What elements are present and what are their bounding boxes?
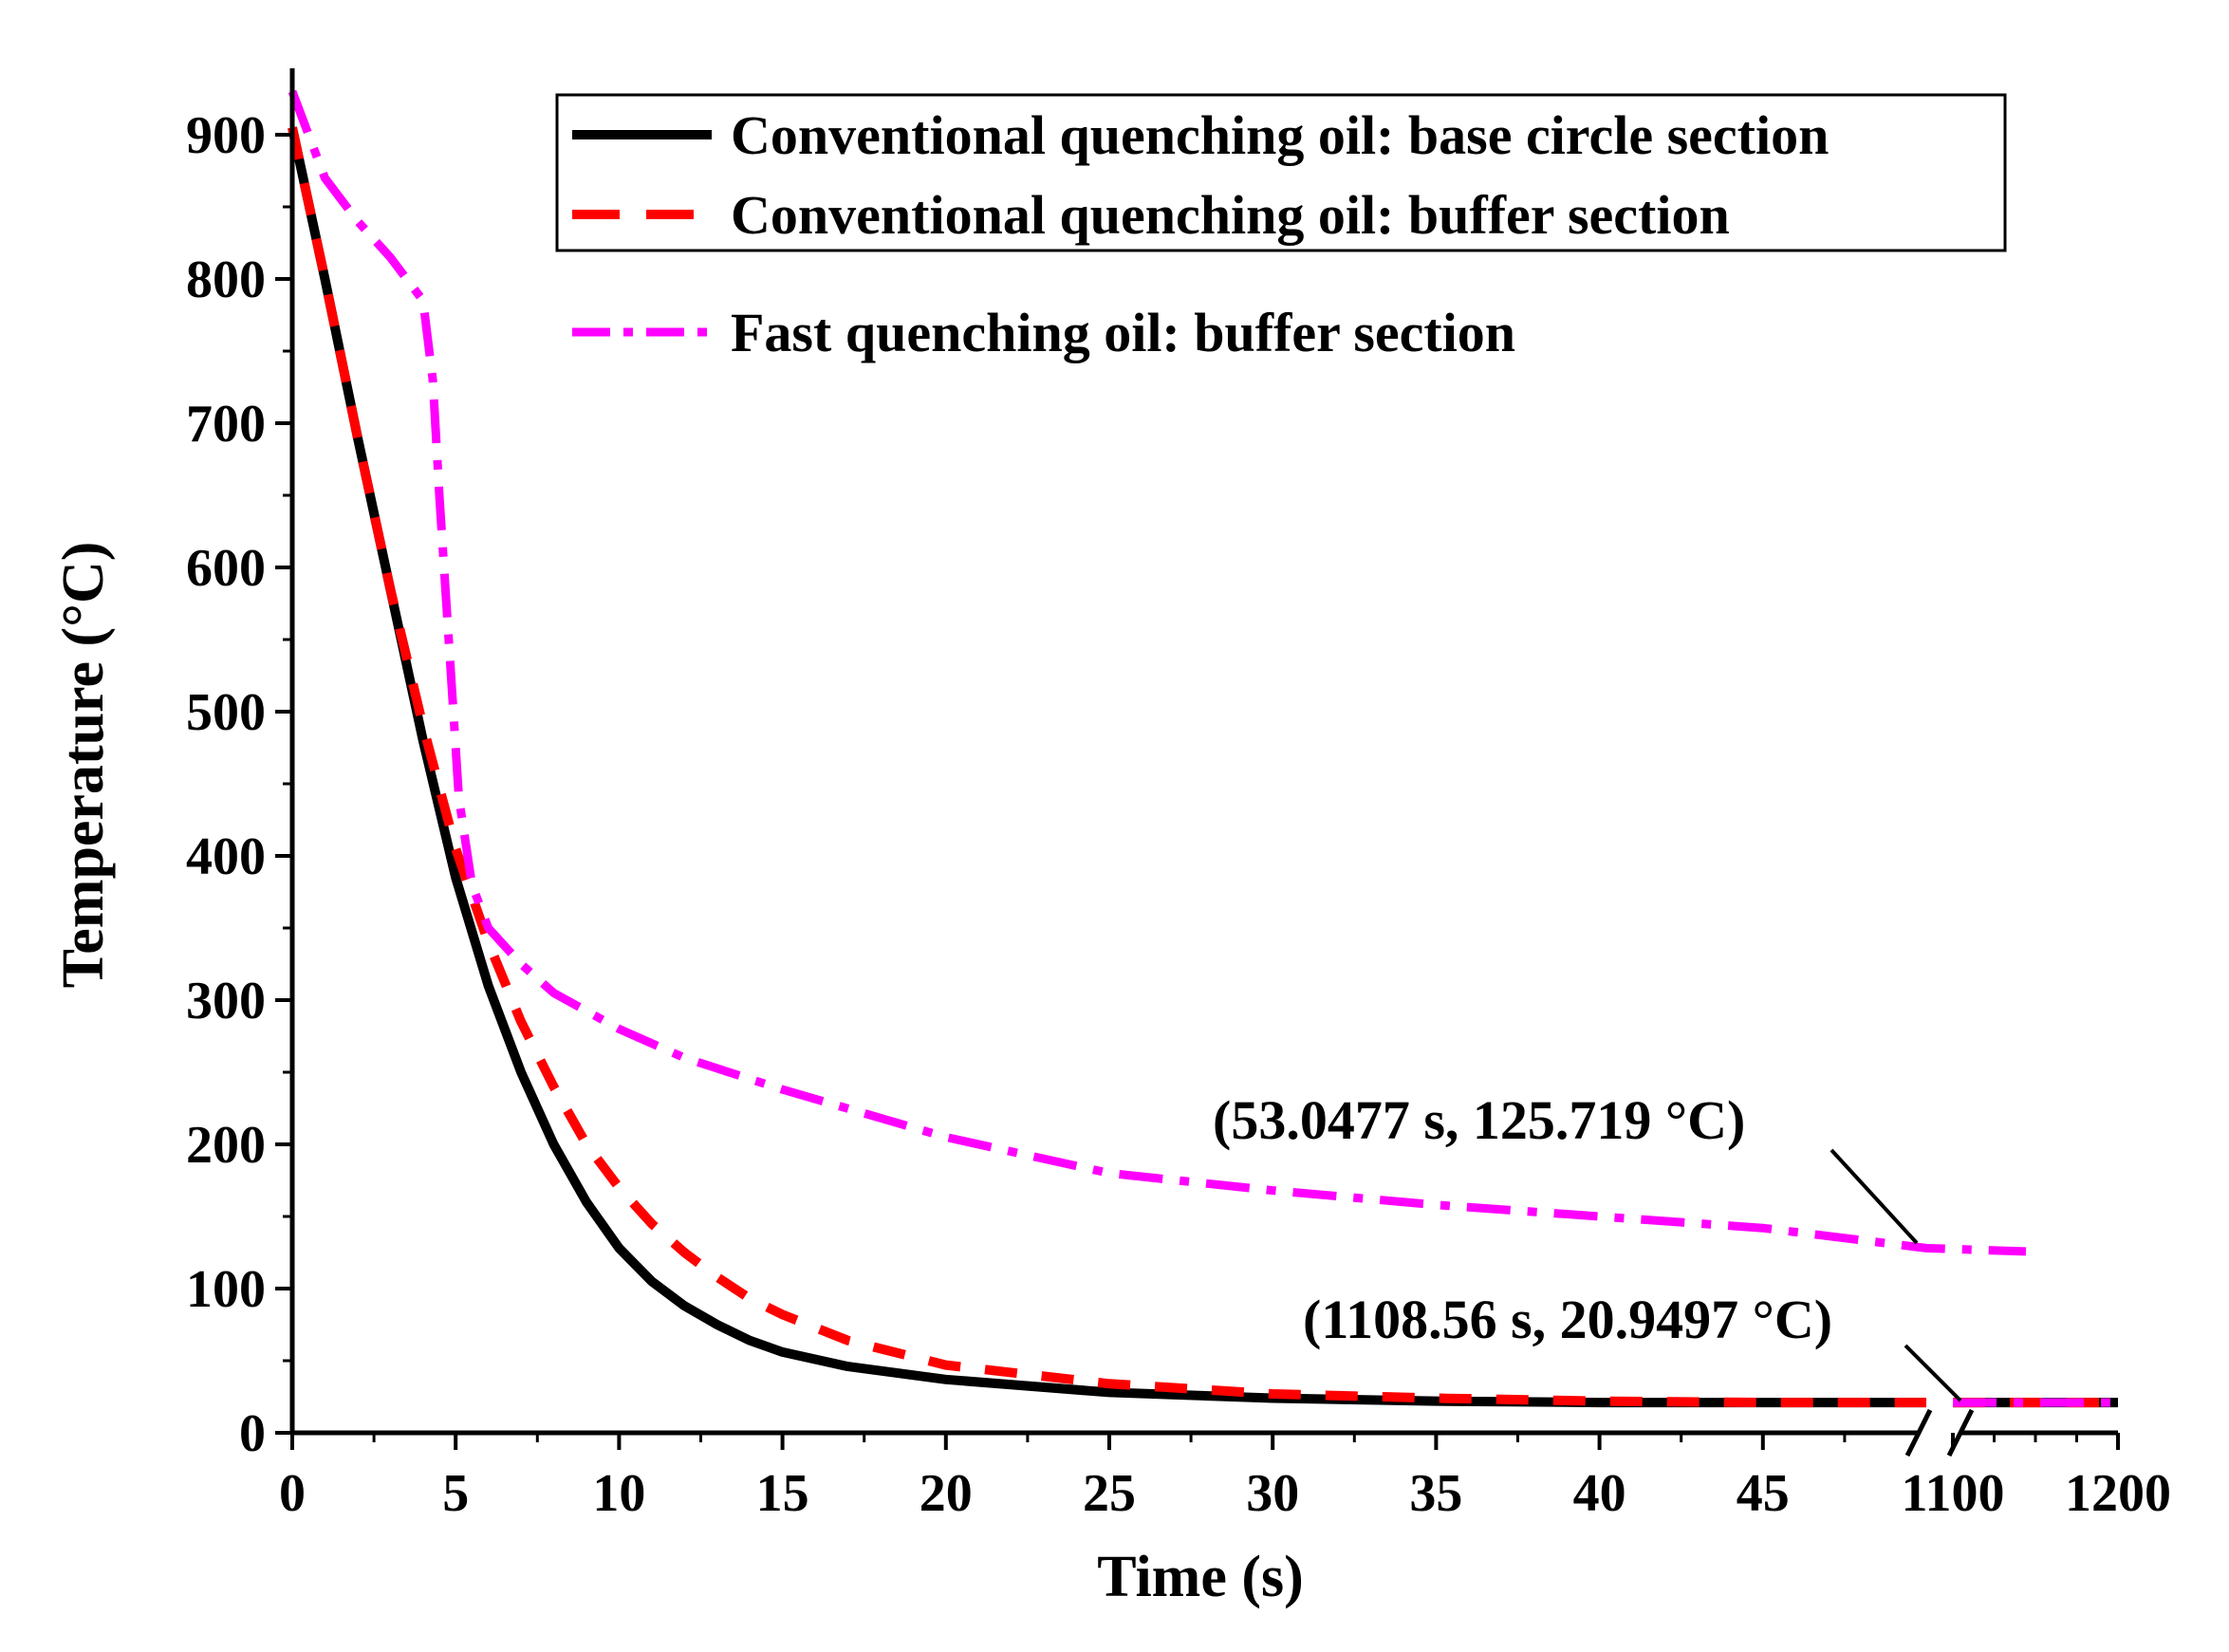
y-tick-label-0: 0 bbox=[239, 1404, 266, 1463]
y-tick-label-600: 600 bbox=[186, 539, 266, 598]
x-tick-label-10: 10 bbox=[592, 1464, 645, 1523]
series-line-2-segment-1 bbox=[288, 126, 1926, 1408]
plot-lines bbox=[288, 89, 2118, 1408]
x-tick-label-30: 30 bbox=[1246, 1464, 1299, 1523]
x-tick-label-0: 0 bbox=[279, 1464, 306, 1523]
x-axis-label: Time (s) bbox=[1097, 1545, 1304, 1609]
legend-label-1: Conventional quenching oil: base circle … bbox=[731, 104, 1829, 166]
y-tick-label-800: 800 bbox=[186, 251, 266, 309]
y-tick-label-400: 400 bbox=[186, 827, 266, 886]
axis-break-mark-left bbox=[1904, 1408, 1933, 1457]
x-tick-label-20: 20 bbox=[919, 1464, 973, 1523]
x-tick-label-1200: 1200 bbox=[2065, 1464, 2171, 1523]
axis-ticks: 0 100 200 300 400 500 600 700 800 900 0 5 10 15 20 25 30… bbox=[186, 106, 2171, 1523]
x-tick-label-1100: 1100 bbox=[1902, 1464, 2005, 1523]
x-tick-label-35: 35 bbox=[1409, 1464, 1462, 1523]
y-tick-label-300: 300 bbox=[186, 972, 266, 1030]
annotation-leader-1 bbox=[1830, 1148, 1919, 1245]
y-tick-label-100: 100 bbox=[186, 1260, 266, 1319]
legend: Conventional quenching oil: base circle … bbox=[555, 93, 2007, 363]
y-tick-label-700: 700 bbox=[186, 395, 266, 454]
legend-label-2: Conventional quenching oil: buffer secti… bbox=[731, 184, 1730, 246]
annotation-leader-2 bbox=[1904, 1344, 1962, 1402]
x-tick-label-40: 40 bbox=[1573, 1464, 1626, 1523]
annotations: (53.0477 s, 125.719 °C) (1108.56 s, 20.94… bbox=[1213, 1089, 1962, 1402]
legend-box bbox=[555, 93, 2007, 252]
y-axis-label: Temperature (°C) bbox=[51, 542, 116, 989]
x-tick-label-5: 5 bbox=[442, 1464, 469, 1523]
annotation-label-1: (53.0477 s, 125.719 °C) bbox=[1213, 1089, 1745, 1151]
series-line-3-segment-1 bbox=[288, 89, 2027, 1256]
x-tick-label-25: 25 bbox=[1083, 1464, 1136, 1523]
y-tick-label-200: 200 bbox=[186, 1116, 266, 1175]
x-tick-label-15: 15 bbox=[756, 1464, 809, 1523]
y-tick-label-900: 900 bbox=[186, 106, 266, 165]
axes bbox=[289, 68, 2118, 1457]
annotation-label-2: (1108.56 s, 20.9497 °C) bbox=[1303, 1289, 1832, 1350]
y-tick-label-500: 500 bbox=[186, 683, 266, 742]
x-tick-label-45: 45 bbox=[1737, 1464, 1790, 1523]
legend-label-3: Fast quenching oil: buffer section bbox=[731, 302, 1515, 363]
